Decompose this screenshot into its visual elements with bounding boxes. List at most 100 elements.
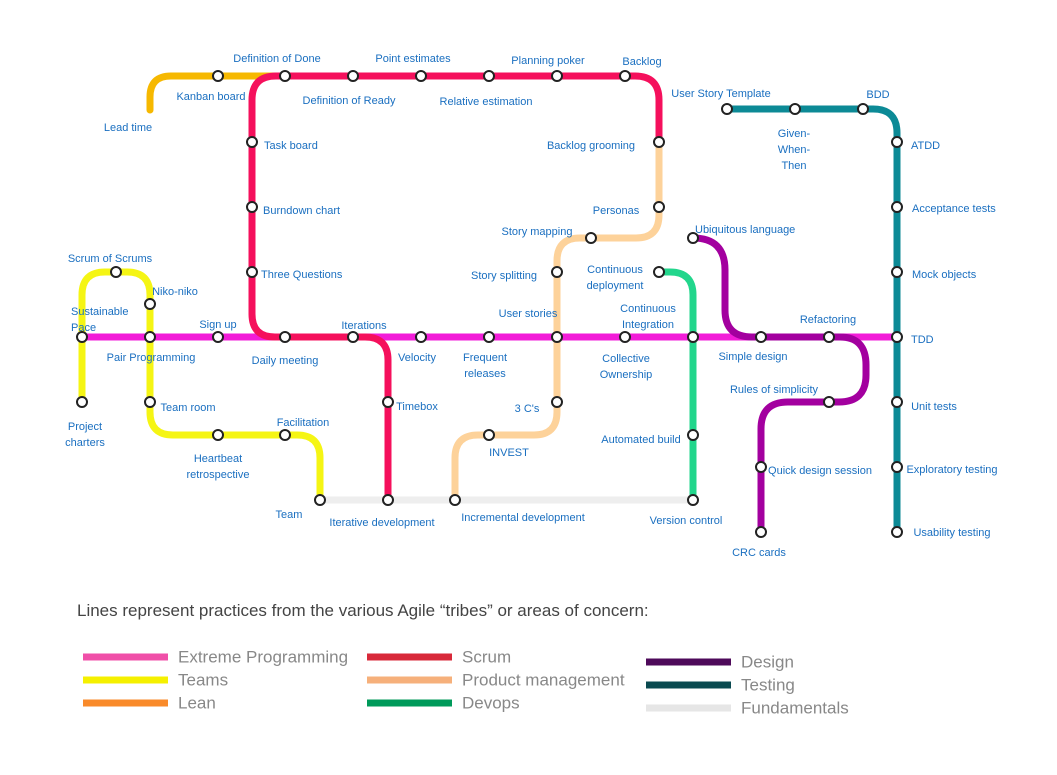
station-label: Continuous deployment bbox=[587, 264, 644, 292]
station-label: Burndown chart bbox=[263, 205, 340, 217]
station-label: Task board bbox=[264, 140, 318, 152]
station-label: Usability testing bbox=[913, 527, 990, 539]
teams-line bbox=[78, 268, 324, 504]
station-label-line: retrospective bbox=[187, 469, 250, 481]
station-label: Unit tests bbox=[911, 401, 957, 413]
station bbox=[687, 429, 699, 441]
station bbox=[891, 201, 903, 213]
station-label: Facilitation bbox=[277, 417, 330, 429]
legend-label: Fundamentals bbox=[741, 698, 849, 717]
station bbox=[483, 331, 495, 343]
station-label-line: Then bbox=[781, 160, 806, 172]
station bbox=[279, 70, 291, 82]
stations: Lead time Kanban board Definition of Done D… bbox=[65, 53, 997, 559]
station-label: Niko-niko bbox=[152, 286, 198, 298]
station-label: Story splitting bbox=[471, 270, 537, 282]
station-label: Acceptance tests bbox=[912, 203, 996, 215]
station bbox=[314, 494, 326, 506]
station bbox=[653, 201, 665, 213]
station bbox=[891, 266, 903, 278]
station bbox=[382, 396, 394, 408]
station-label: Definition of Done bbox=[233, 53, 320, 65]
station-label-line: Ownership bbox=[600, 369, 653, 381]
station-label: Exploratory testing bbox=[906, 464, 997, 476]
station-label: Sustainable Pace bbox=[71, 306, 129, 334]
station bbox=[891, 136, 903, 148]
station bbox=[755, 526, 767, 538]
station-label: Simple design bbox=[718, 351, 787, 363]
station bbox=[144, 396, 156, 408]
station-label: User stories bbox=[499, 308, 558, 320]
station-label: Iterative development bbox=[329, 517, 434, 529]
station-label: Backlog grooming bbox=[547, 140, 635, 152]
caption: Lines represent practices from the vario… bbox=[77, 601, 649, 620]
station-label-line: charters bbox=[65, 437, 105, 449]
station-label: Automated build bbox=[601, 434, 681, 446]
station bbox=[687, 331, 699, 343]
station-label-line: Integration bbox=[622, 319, 674, 331]
station-label: Kanban board bbox=[176, 91, 245, 103]
station-label: Rules of simplicity bbox=[730, 384, 819, 396]
station-label: Lead time bbox=[104, 122, 152, 134]
station-label-line: Collective bbox=[602, 353, 650, 365]
station-label: INVEST bbox=[489, 447, 529, 459]
station-label: Project charters bbox=[65, 421, 105, 449]
legend-label: Testing bbox=[741, 675, 795, 694]
testing-line bbox=[723, 105, 901, 536]
station-label-line: Continuous bbox=[587, 264, 643, 276]
station bbox=[687, 494, 699, 506]
scrum-line bbox=[248, 72, 663, 341]
station bbox=[551, 331, 563, 343]
station-label: Backlog bbox=[622, 56, 661, 68]
station bbox=[551, 396, 563, 408]
station-label: Version control bbox=[650, 515, 723, 527]
station-label-line: Pace bbox=[71, 322, 96, 334]
station-label: Quick design session bbox=[768, 465, 872, 477]
station-label: Team bbox=[276, 509, 303, 521]
station bbox=[246, 266, 258, 278]
station bbox=[279, 331, 291, 343]
station-label-line: Frequent bbox=[463, 352, 507, 364]
lean-line bbox=[146, 72, 289, 114]
station-label: Collective Ownership bbox=[600, 353, 653, 381]
station bbox=[823, 331, 835, 343]
station-label: CRC cards bbox=[732, 547, 786, 559]
legend-label: Devops bbox=[462, 693, 520, 712]
station bbox=[144, 298, 156, 310]
station bbox=[347, 331, 359, 343]
station-label: Team room bbox=[160, 402, 215, 414]
station bbox=[415, 70, 427, 82]
station bbox=[891, 526, 903, 538]
station-label: User Story Template bbox=[671, 88, 770, 100]
station-label: Mock objects bbox=[912, 269, 977, 281]
station-label-line: When- bbox=[778, 144, 811, 156]
legend-label: Scrum bbox=[462, 647, 511, 666]
station bbox=[144, 331, 156, 343]
scrum-line bbox=[281, 333, 392, 504]
station-label: Refactoring bbox=[800, 314, 856, 326]
station bbox=[382, 494, 394, 506]
station bbox=[551, 266, 563, 278]
station-label: Frequent releases bbox=[463, 352, 507, 380]
station bbox=[823, 396, 835, 408]
station-label: 3 C's bbox=[515, 403, 540, 415]
station bbox=[449, 494, 461, 506]
station bbox=[212, 331, 224, 343]
station-label: Continuous Integration bbox=[620, 303, 676, 331]
legend-label: Extreme Programming bbox=[178, 647, 348, 666]
station bbox=[891, 396, 903, 408]
station-label-line: Project bbox=[68, 421, 102, 433]
station-label: Point estimates bbox=[375, 53, 451, 65]
station-label: Daily meeting bbox=[252, 355, 319, 367]
station-label: TDD bbox=[911, 334, 934, 346]
station-label-line: Given- bbox=[778, 128, 811, 140]
station-label-line: releases bbox=[464, 368, 506, 380]
station-label: Given- When- Then bbox=[778, 128, 811, 172]
station-label: Incremental development bbox=[461, 512, 585, 524]
station bbox=[212, 70, 224, 82]
legend-label: Teams bbox=[178, 670, 228, 689]
station bbox=[619, 331, 631, 343]
station-label: Timebox bbox=[396, 401, 438, 413]
station bbox=[891, 461, 903, 473]
